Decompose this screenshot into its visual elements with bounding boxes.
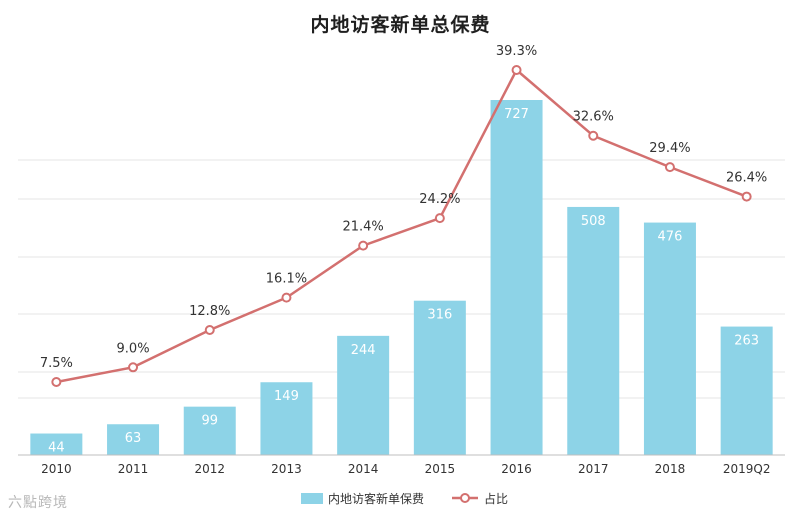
watermark: 六點跨境 [8,495,68,511]
bar-series [30,100,773,456]
line-value-label: 26.4% [726,171,767,186]
line-value-label: 12.8% [189,304,230,319]
x-tick-label: 2011 [118,462,149,476]
x-tick-label: 2015 [425,462,456,476]
bar [720,326,773,455]
line-point [128,362,139,373]
x-tick-label: 2017 [578,462,609,476]
line-point [588,130,599,141]
x-axis-ticks: 2010 2011 2012 2013 2014 2015 2016 2017 2018 2019… [41,462,770,476]
line-point [511,65,522,75]
line-path [56,68,748,384]
bar-value-label: 63 [125,431,142,446]
x-tick-label: 2014 [348,462,379,476]
x-tick-label: 2019Q2 [723,462,771,476]
bar [643,222,696,455]
line-series [51,65,752,387]
line-point [664,162,675,173]
line-value-label: 32.6% [573,110,614,125]
bar-value-label: 727 [504,107,529,122]
legend-line-label: 占比 [484,491,508,506]
bar-value-label: 44 [48,441,65,456]
line-value-label: 21.4% [342,220,383,235]
line-value-label: 24.2% [419,192,460,207]
x-tick-label: 2012 [194,462,225,476]
bar-value-labels: 44 63 99 149 244 316 727 508 476 263 [48,107,759,456]
bar [413,300,466,455]
line-value-label: 16.1% [266,272,307,287]
legend: 内地访客新单保费 占比 [301,491,508,506]
line-point [741,191,752,202]
legend-line-marker [460,493,470,503]
bar [337,335,390,455]
bar-value-label: 316 [427,308,452,323]
line-point [281,292,292,303]
bar [567,206,620,455]
x-tick-label: 2018 [655,462,686,476]
legend-bar-swatch [301,493,323,504]
bar-value-label: 149 [274,389,299,404]
bar-value-label: 476 [658,230,683,245]
bar-value-label: 244 [351,343,376,358]
chart-title: 内地访客新单总保费 [310,14,491,36]
bar [107,424,160,455]
bar [30,433,83,455]
line-value-labels: 7.5% 9.0% 12.8% 16.1% 21.4% 24.2% 39.3% 32.6% 29… [40,44,767,371]
line-value-label: 7.5% [40,356,73,371]
line-point [204,325,215,335]
x-tick-label: 2010 [41,462,72,476]
bar-value-label: 263 [734,334,759,349]
x-tick-label: 2013 [271,462,302,476]
line-value-label: 9.0% [117,341,150,356]
bar-value-label: 508 [581,214,606,229]
legend-bar-label: 内地访客新单保费 [328,491,424,506]
line-point [51,377,62,387]
x-tick-label: 2016 [501,462,532,476]
line-value-label: 29.4% [649,141,690,156]
bar [490,100,543,456]
line-point [358,240,369,251]
bar-value-label: 99 [201,414,218,429]
line-point [434,213,445,224]
line-value-label: 39.3% [496,44,537,59]
bar [183,406,236,455]
bar [260,382,313,455]
